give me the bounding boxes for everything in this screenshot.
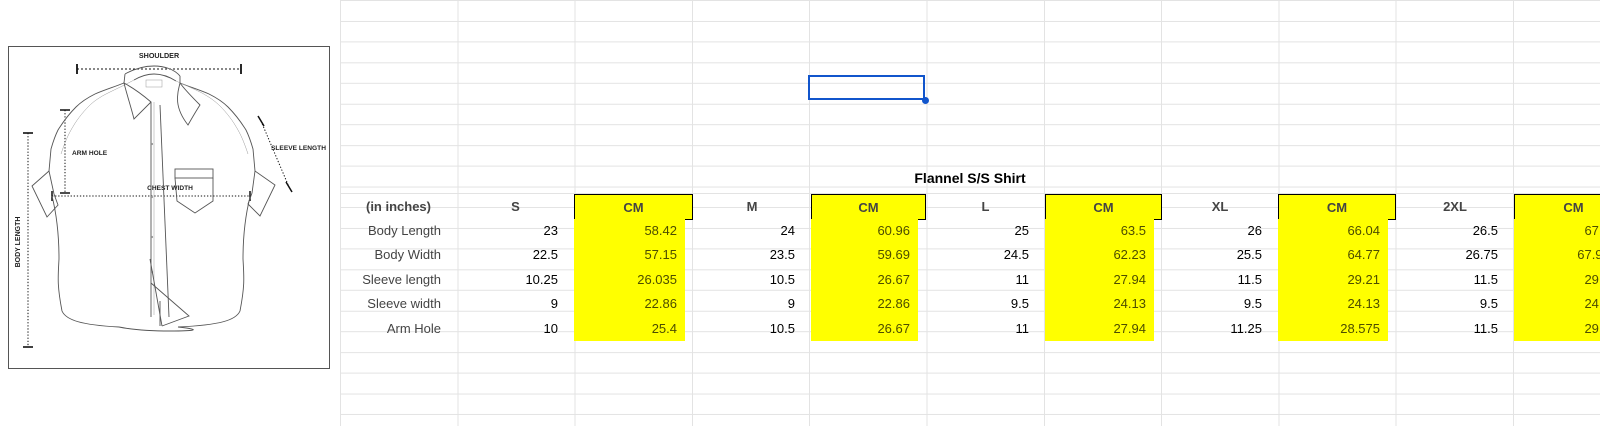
svg-text:BODY LENGTH: BODY LENGTH: [15, 217, 22, 268]
svg-text:SHOULDER: SHOULDER: [139, 51, 180, 60]
svg-text:ARM HOLE: ARM HOLE: [72, 150, 108, 157]
svg-text:SLEEVE LENGTH: SLEEVE LENGTH: [271, 145, 326, 152]
